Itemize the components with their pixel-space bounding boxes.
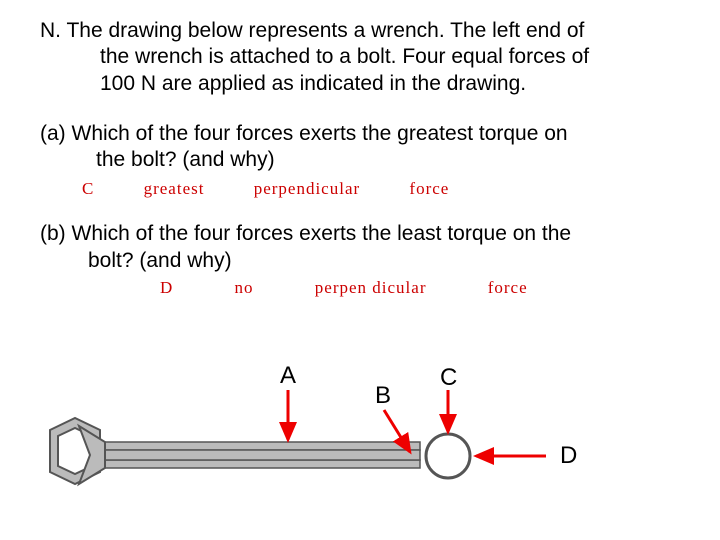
wrench-handle-mid xyxy=(90,450,420,460)
answer-b: D no perpen dicular force xyxy=(40,278,680,298)
question-a-line2: the bolt? (and why) xyxy=(40,147,680,173)
answer-a-word3: force xyxy=(409,179,449,198)
question-b-line2: bolt? (and why) xyxy=(40,248,680,274)
label-b: B xyxy=(375,382,391,410)
answer-a-letter: C xyxy=(82,179,94,198)
problem-statement: N. The drawing below represents a wrench… xyxy=(40,18,680,97)
wrench-handle-bottom xyxy=(90,460,420,468)
label-c: C xyxy=(440,364,457,392)
wrench-end-circle xyxy=(426,434,470,478)
answer-b-word3: force xyxy=(488,278,528,297)
answer-a-word1: greatest xyxy=(144,179,205,198)
wrench-diagram: A B C D xyxy=(30,360,670,530)
label-d: D xyxy=(560,442,577,470)
problem-line3: 100 N are applied as indicated in the dr… xyxy=(40,71,680,97)
label-a: A xyxy=(280,362,296,390)
wrench-handle-top xyxy=(90,442,420,450)
answer-a: C greatest perpendicular force xyxy=(40,179,680,199)
problem-line1: N. The drawing below represents a wrench… xyxy=(40,19,584,42)
answer-b-letter: D xyxy=(160,278,173,297)
answer-b-word1: no xyxy=(235,278,254,297)
question-b-line1: (b) Which of the four forces exerts the … xyxy=(40,222,571,245)
answer-a-word2: perpendicular xyxy=(254,179,360,198)
problem-line2: the wrench is attached to a bolt. Four e… xyxy=(40,44,680,70)
question-a: (a) Which of the four forces exerts the … xyxy=(40,121,680,174)
question-b: (b) Which of the four forces exerts the … xyxy=(40,221,680,274)
question-a-line1: (a) Which of the four forces exerts the … xyxy=(40,122,568,145)
answer-b-word2: perpen dicular xyxy=(315,278,427,297)
